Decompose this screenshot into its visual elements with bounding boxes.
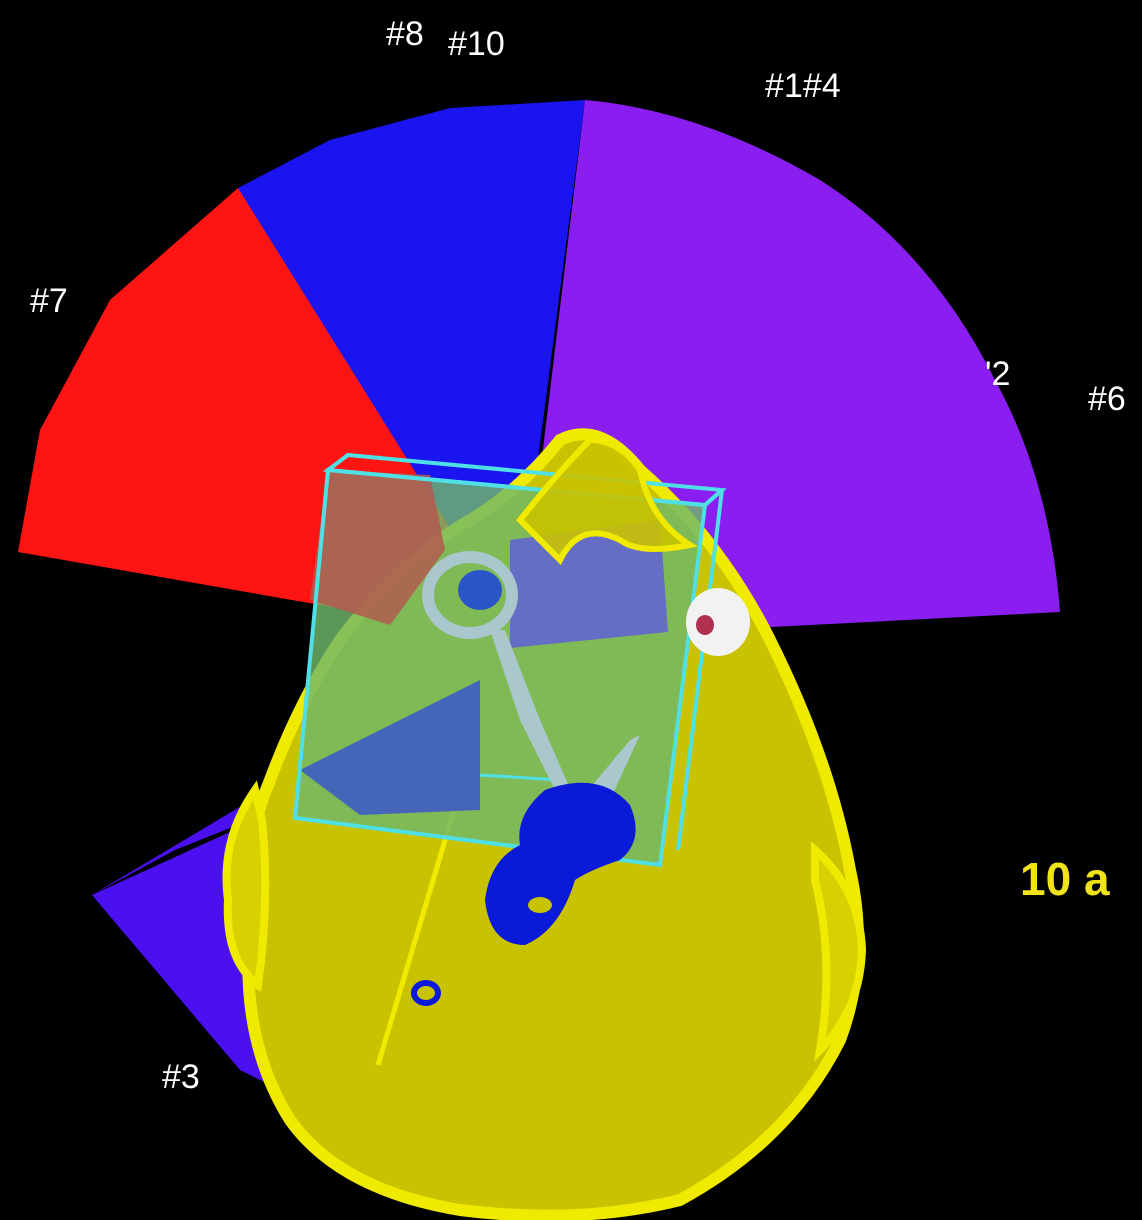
beam-label-7: #7 [30, 282, 68, 320]
organ-small-ring [411, 980, 441, 1006]
beam-label-6: #6 [1088, 380, 1126, 418]
organ-blue-structure [485, 782, 636, 945]
target-box-inner-edge [479, 773, 561, 782]
head-left-ear [222, 780, 270, 993]
instrument-ring-inner [458, 570, 502, 610]
caption-text: 10 a [1020, 853, 1110, 905]
target-box-red-shade [310, 470, 445, 625]
target-box-side-edge-2 [676, 489, 724, 851]
instrument-ring [422, 551, 518, 639]
organs [411, 588, 750, 1006]
beam-label-3: #3 [162, 1058, 200, 1096]
target-box-blue-shade [300, 680, 480, 815]
beam-label-10: #10 [448, 25, 505, 63]
target-box [292, 452, 727, 868]
head-top-lobe [515, 436, 698, 566]
target-box-side-edge [703, 488, 724, 507]
beam-label-8: #8 [386, 15, 424, 53]
organ-blue-hole [528, 897, 552, 913]
organ-white-center [696, 615, 714, 635]
instrument-shaft [490, 630, 575, 800]
beam-label-2: '2 [985, 355, 1010, 393]
beam-labels: #8 #10 #1#4 #7 '2 #6 #3 [30, 15, 1126, 1096]
instrument-blade [580, 735, 640, 800]
instrument [422, 551, 640, 800]
beam-label-1-4: #1#4 [765, 67, 841, 105]
head-right-ear [811, 841, 867, 1062]
organ-white-structure [686, 588, 750, 656]
